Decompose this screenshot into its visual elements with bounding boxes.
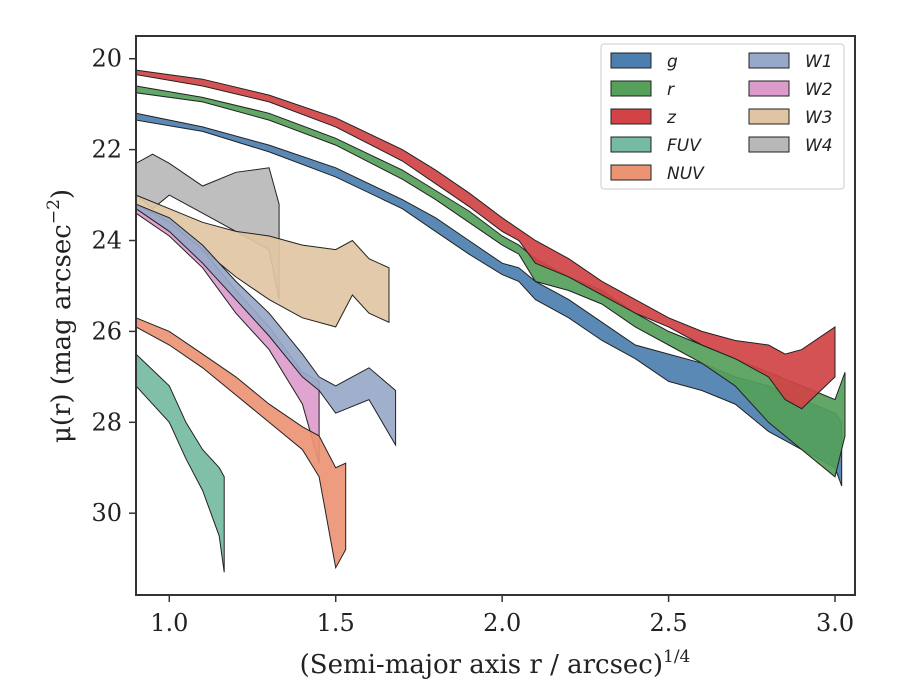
y-tick-label: 20 bbox=[91, 45, 122, 73]
y-axis: 20 22 24 26 28 30 bbox=[91, 45, 136, 527]
legend-swatch-r bbox=[610, 80, 652, 97]
band-r bbox=[135, 85, 846, 478]
y-tick-label: 28 bbox=[91, 408, 122, 436]
legend-label-r: r bbox=[667, 80, 675, 100]
x-tick-label: 2.0 bbox=[483, 609, 521, 637]
legend-swatch-z bbox=[610, 108, 652, 125]
band-nuv bbox=[135, 317, 347, 570]
legend-swatch-w3 bbox=[748, 108, 790, 125]
legend-box bbox=[600, 43, 845, 190]
band-z bbox=[135, 69, 836, 410]
legend-label-w4: W4 bbox=[805, 136, 833, 156]
y-tick-label: 24 bbox=[91, 227, 122, 255]
band-layer bbox=[135, 69, 846, 573]
legend-label-fuv: FUV bbox=[667, 136, 702, 156]
legend-label-w1: W1 bbox=[805, 52, 833, 72]
legend-swatch-nuv bbox=[610, 164, 652, 181]
x-axis-title: (Semi-major axis r / arcsec)1/4 bbox=[300, 647, 691, 680]
band-fuv bbox=[135, 352, 225, 573]
y-tick-label: 22 bbox=[91, 136, 122, 164]
legend-label-w2: W2 bbox=[805, 80, 833, 100]
legend-label-z: z bbox=[666, 108, 677, 128]
y-tick-label: 30 bbox=[91, 499, 122, 527]
x-tick-label: 2.5 bbox=[650, 609, 688, 637]
legend-label-w3: W3 bbox=[805, 108, 833, 128]
legend-swatch-w4 bbox=[748, 136, 790, 153]
x-tick-label: 1.5 bbox=[317, 609, 355, 637]
band-g bbox=[135, 112, 843, 487]
x-tick-label: 3.0 bbox=[816, 609, 854, 637]
y-axis-title: μ(r) (mag arcsec−2) bbox=[44, 189, 77, 443]
plot-frame bbox=[135, 35, 856, 596]
legend: grz FUV NUV W1 W2 W3 W4 bbox=[600, 43, 845, 190]
legend-label-g: g bbox=[667, 52, 678, 72]
x-axis: 1.0 1.5 2.0 2.5 3.0 bbox=[150, 595, 854, 637]
y-tick-label: 26 bbox=[91, 317, 122, 345]
legend-label-nuv: NUV bbox=[667, 164, 705, 184]
legend-swatch-w1 bbox=[748, 52, 790, 69]
legend-swatch-fuv bbox=[610, 136, 652, 153]
legend-swatch-g bbox=[610, 52, 652, 69]
x-tick-label: 1.0 bbox=[150, 609, 188, 637]
legend-swatch-w2 bbox=[748, 80, 790, 97]
band-w1 bbox=[135, 203, 397, 447]
